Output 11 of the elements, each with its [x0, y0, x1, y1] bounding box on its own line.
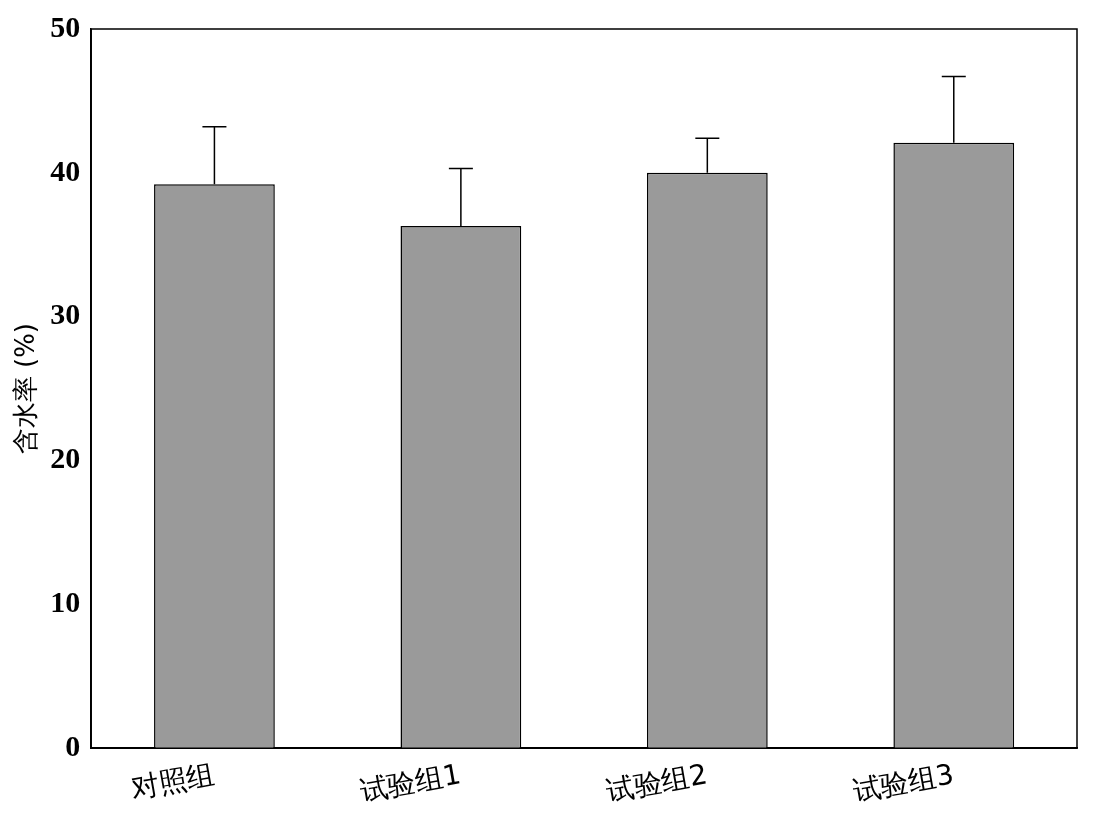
y-tick-label: 50 [50, 9, 81, 43]
x-tick-label: 对照组 [128, 757, 217, 805]
x-tick-label: 试验组3 [850, 757, 957, 808]
y-tick-label: 0 [65, 728, 81, 762]
y-tick-label: 30 [50, 297, 81, 331]
x-tick-label: 试验组1 [357, 757, 464, 808]
y-tick-label: 10 [50, 585, 81, 619]
y-tick-label: 20 [50, 441, 81, 475]
y-tick-label: 40 [50, 153, 81, 187]
x-tick-label: 试验组2 [603, 757, 710, 808]
y-axis-title: 含水率 (%) [10, 322, 41, 455]
